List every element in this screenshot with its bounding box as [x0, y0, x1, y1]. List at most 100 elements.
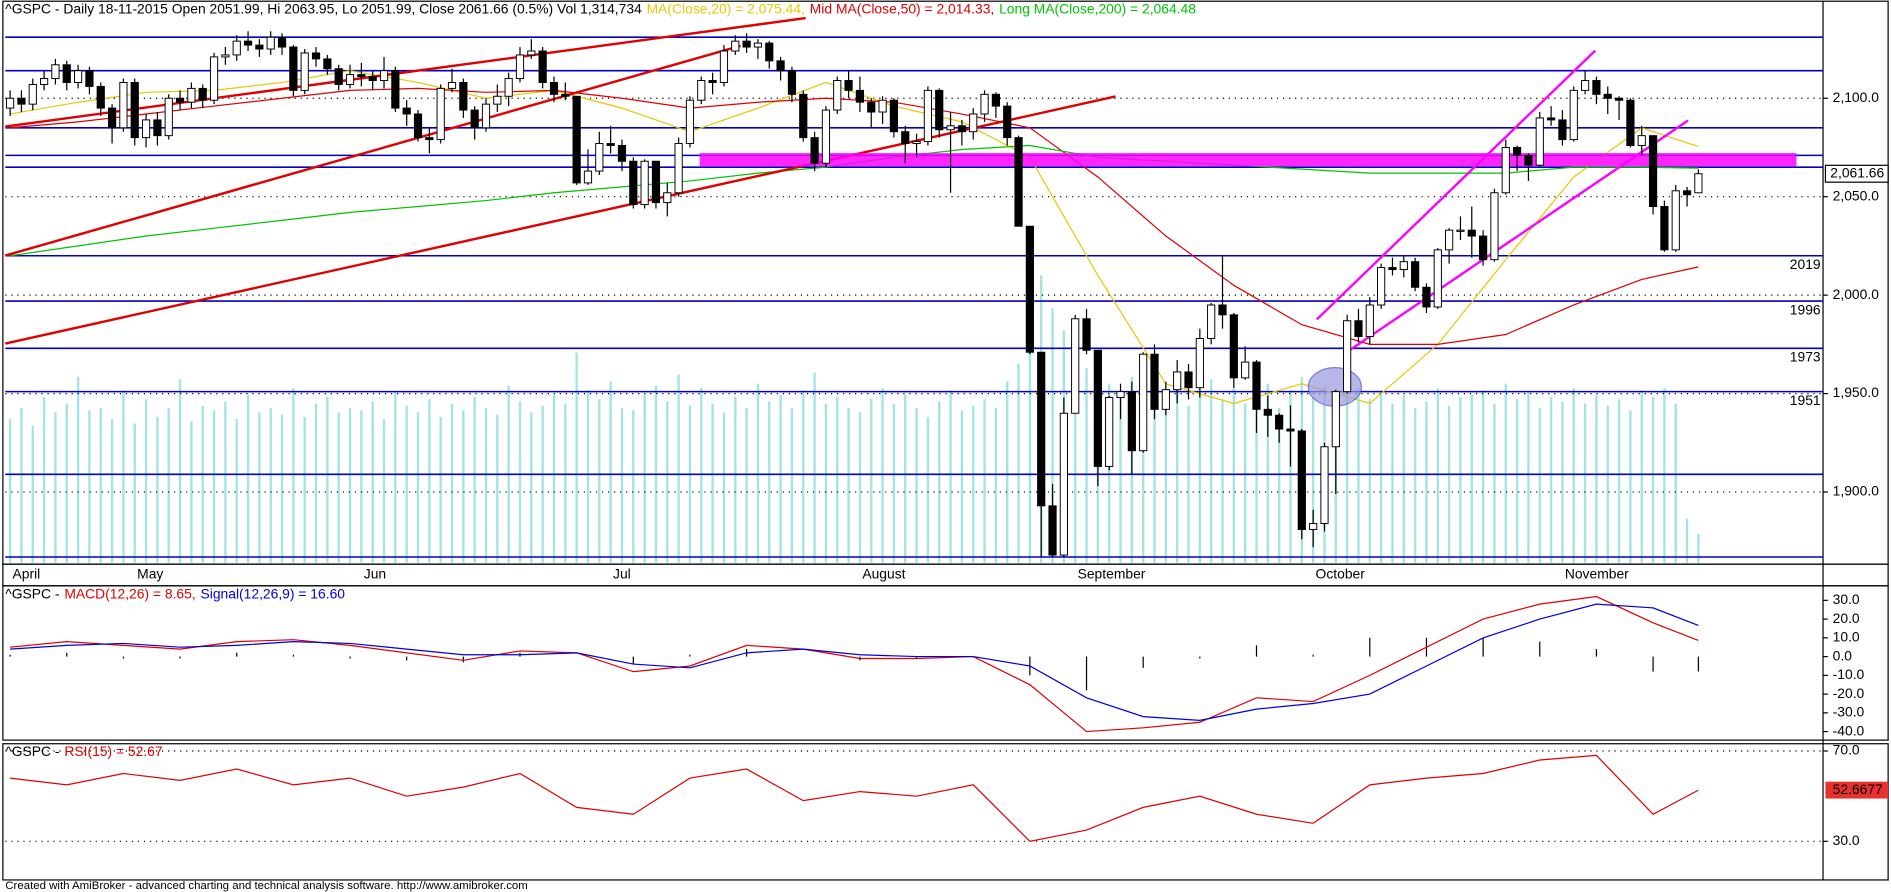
candle-body [470, 109, 479, 129]
trend-line [4, 44, 741, 257]
candle-body [425, 137, 434, 141]
candle-body [1195, 337, 1204, 389]
channel-line [1315, 49, 1597, 321]
candle-body [1150, 353, 1159, 410]
candle-body [1071, 318, 1080, 414]
candle-body [107, 107, 117, 129]
x-tick-label: Jul [613, 566, 631, 582]
x-tick-label: September [1078, 566, 1146, 582]
candle-body [1411, 261, 1420, 288]
support-label: 1996 [1790, 301, 1821, 317]
candle-body [1059, 412, 1068, 556]
y-tick-label: 2,100.0 [1833, 89, 1880, 105]
candle-body [685, 99, 695, 145]
candle-body [957, 125, 966, 133]
candle-body [1626, 99, 1635, 146]
candle-body [255, 44, 264, 50]
candle-body [357, 74, 366, 78]
candle-body [776, 60, 785, 72]
candle-body [1671, 190, 1680, 251]
candle-body [96, 85, 105, 109]
candle-body [481, 103, 491, 129]
candle-body [1569, 89, 1578, 141]
candle-body [538, 50, 547, 83]
candle-body [1082, 318, 1091, 351]
candle-body [878, 99, 887, 113]
candle-body [436, 87, 445, 141]
candle-body [674, 143, 683, 194]
y-tick-label: 20.0 [1833, 610, 1860, 626]
moving-average [10, 87, 1699, 345]
candle-body [1127, 391, 1136, 452]
candle-body [1580, 80, 1590, 91]
candle-body [1490, 192, 1499, 261]
candle-body [119, 82, 128, 129]
candle-body [708, 80, 717, 83]
candle-body [561, 93, 570, 97]
x-tick-label: November [1565, 566, 1629, 582]
candle-body [844, 80, 853, 91]
candle-body [413, 113, 423, 139]
panel-header: ^GSPC - RSI(15) = 52.67 [5, 743, 163, 759]
candle-body [1173, 371, 1182, 391]
y-tick-label: -10.0 [1833, 666, 1865, 682]
footer: Created with AmiBroker - advanced charti… [5, 880, 528, 892]
candle-body [209, 56, 219, 101]
candle-body [515, 54, 525, 80]
candle-body [889, 99, 899, 133]
candle-body [629, 160, 638, 206]
legend-entry: Long MA(Close,200) = 2,064.48 [999, 0, 1196, 16]
candle-body [62, 64, 71, 83]
candle-body [583, 170, 593, 184]
candle-body [663, 192, 672, 204]
candle-body [606, 143, 615, 146]
candle-body [867, 101, 876, 113]
candle-body [17, 97, 26, 105]
last-price-box [1824, 164, 1889, 183]
candle-body [391, 70, 400, 109]
candle-body [1297, 430, 1306, 530]
candle-body [1003, 105, 1012, 139]
x-tick-label: Jun [364, 566, 386, 582]
candle-body [1014, 137, 1023, 227]
candle-body [153, 119, 162, 137]
rsi-pane-frame [2, 743, 1889, 881]
candle-body [765, 42, 774, 62]
header-title: ^GSPC - Daily 18-11-2015 Open 2051.99, H… [5, 0, 642, 16]
candle-body [493, 95, 502, 105]
support-label: 1951 [1790, 392, 1821, 408]
candle-body [277, 36, 287, 48]
y-tick-label: 1,900.0 [1833, 483, 1880, 499]
candle-body [980, 93, 989, 115]
candle-body [1105, 397, 1114, 467]
candle-body [527, 50, 536, 56]
candle-body [1524, 154, 1533, 166]
candle-body [1343, 320, 1352, 393]
candle-body [164, 97, 173, 137]
price-pane-frame [2, 0, 1889, 565]
candle-body [1694, 173, 1703, 194]
candle-body [1501, 146, 1510, 194]
candle-body [311, 52, 321, 60]
candle-body [1592, 80, 1601, 95]
candle-body [821, 109, 831, 164]
candle-body [855, 89, 865, 103]
candle-body [1309, 523, 1318, 530]
candle-body [345, 74, 355, 85]
candle-body [935, 89, 944, 131]
candle-body [73, 70, 83, 83]
candle-body [640, 160, 649, 206]
candle-body [1139, 353, 1148, 452]
candle-body [1467, 229, 1476, 237]
candle-body [1682, 190, 1692, 196]
support-label: 1973 [1790, 349, 1821, 365]
candle-body [1513, 146, 1522, 156]
candle-body [1093, 349, 1102, 467]
candle-body [753, 42, 763, 48]
candle-body [141, 119, 151, 139]
candle-body [991, 93, 1000, 107]
candle-body [1275, 414, 1284, 430]
candle-body [85, 70, 94, 87]
candle-body [447, 82, 457, 89]
candle-body [1286, 428, 1295, 432]
